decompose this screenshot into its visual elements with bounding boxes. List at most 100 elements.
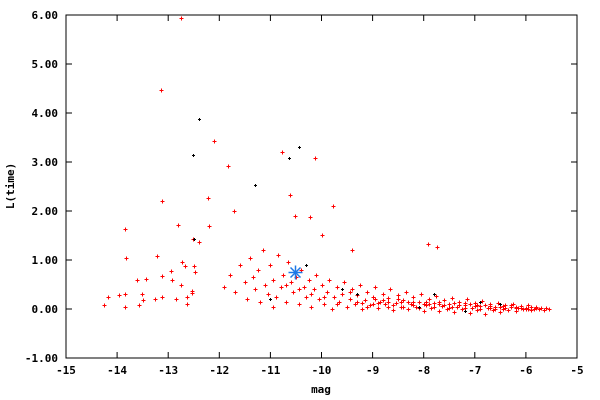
data-point <box>280 150 285 155</box>
data-point <box>433 293 436 296</box>
data-point <box>529 305 534 310</box>
data-point <box>271 305 276 310</box>
data-point <box>432 305 437 310</box>
data-point <box>155 254 160 259</box>
data-point <box>293 214 298 219</box>
data-point <box>452 310 457 315</box>
x-tick-label: -5 <box>570 364 583 377</box>
data-point <box>258 300 263 305</box>
data-point <box>123 227 128 232</box>
data-point <box>429 306 434 311</box>
data-point <box>496 301 501 306</box>
data-point <box>534 306 539 311</box>
data-point <box>363 298 368 303</box>
data-point <box>232 209 237 214</box>
data-point <box>437 309 442 314</box>
data-point <box>427 302 432 307</box>
data-point <box>297 302 302 307</box>
data-point <box>124 256 129 261</box>
data-point <box>159 88 164 93</box>
y-tick-label: 3.00 <box>32 156 59 169</box>
data-point <box>308 215 313 220</box>
data-point <box>180 260 185 265</box>
data-point <box>206 196 211 201</box>
data-point <box>493 307 498 312</box>
y-tick-label: 6.00 <box>32 9 59 22</box>
data-point <box>185 302 190 307</box>
data-point <box>514 305 519 310</box>
data-point <box>388 287 393 292</box>
data-point <box>401 298 406 303</box>
data-point <box>207 224 212 229</box>
data-point <box>509 303 514 308</box>
data-point <box>286 260 291 265</box>
data-point <box>160 295 165 300</box>
data-point <box>197 240 202 245</box>
data-point <box>284 283 289 288</box>
data-point <box>442 303 447 308</box>
data-point <box>406 307 411 312</box>
data-point <box>348 290 353 295</box>
data-point <box>322 295 327 300</box>
data-point <box>233 290 238 295</box>
data-point <box>424 300 429 305</box>
data-point <box>313 156 318 161</box>
data-point <box>348 297 353 302</box>
data-point <box>141 298 146 303</box>
data-point <box>228 273 233 278</box>
data-point <box>414 305 419 310</box>
data-point <box>465 297 470 302</box>
data-point <box>399 300 404 305</box>
data-point <box>358 283 363 288</box>
data-point <box>473 304 478 309</box>
data-point <box>401 305 406 310</box>
data-point <box>261 248 266 253</box>
data-point <box>524 307 529 312</box>
data-point <box>356 293 359 296</box>
data-point <box>435 245 440 250</box>
x-tick-label: -6 <box>519 364 533 377</box>
data-point <box>337 300 342 305</box>
data-point <box>422 302 427 307</box>
x-tick-label: -8 <box>417 364 430 377</box>
data-point <box>317 297 322 302</box>
data-point <box>179 16 184 21</box>
data-point <box>269 298 272 301</box>
data-point <box>304 295 309 300</box>
data-point <box>176 223 181 228</box>
data-point <box>274 295 279 300</box>
data-point <box>437 300 442 305</box>
data-point <box>519 306 524 311</box>
data-point <box>478 307 483 312</box>
data-point <box>422 309 427 314</box>
data-point <box>153 297 158 302</box>
data-point <box>386 296 391 301</box>
data-point <box>371 302 376 307</box>
data-point <box>404 290 409 295</box>
data-point <box>488 304 493 309</box>
data-point <box>192 154 195 157</box>
data-point <box>284 300 289 305</box>
data-point <box>253 287 258 292</box>
data-point <box>411 295 416 300</box>
data-point <box>102 303 107 308</box>
data-point <box>302 285 307 290</box>
data-point <box>279 285 284 290</box>
data-point <box>455 305 460 310</box>
data-point <box>498 305 503 310</box>
data-point <box>266 292 271 297</box>
data-point <box>135 278 140 283</box>
x-axis-label: mag <box>311 383 331 396</box>
y-tick-label: 0.00 <box>32 303 59 316</box>
data-point <box>406 300 411 305</box>
data-point <box>419 292 424 297</box>
data-point <box>340 292 345 297</box>
data-point <box>503 306 508 311</box>
data-point <box>193 270 198 275</box>
data-point <box>289 280 294 285</box>
data-point <box>365 290 370 295</box>
data-point <box>368 303 373 308</box>
data-point <box>483 303 488 308</box>
data-point <box>426 242 431 247</box>
data-point <box>248 256 253 261</box>
